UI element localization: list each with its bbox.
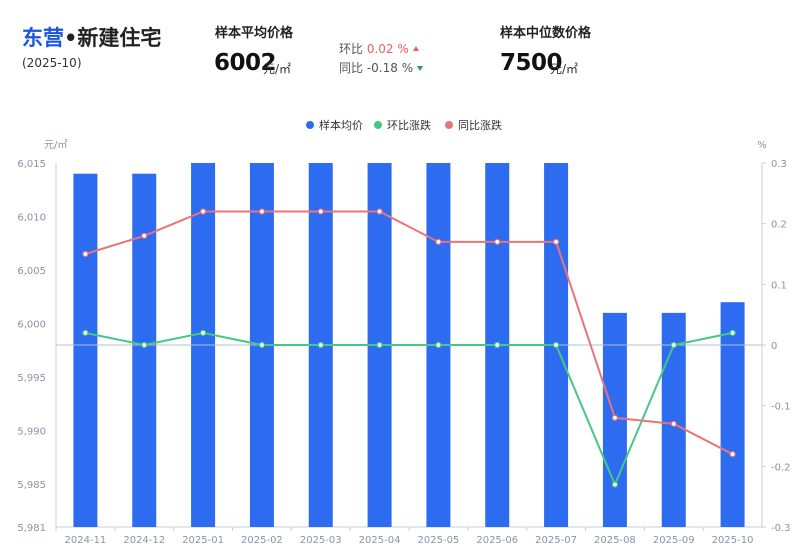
bar — [720, 302, 745, 527]
series-point-2 — [435, 238, 442, 245]
period: (2025-10) — [22, 56, 82, 70]
series-point-1 — [670, 341, 677, 349]
city-name: 东营 — [22, 26, 64, 50]
left-axis-unit: 元/㎡ — [44, 139, 67, 151]
left-tick-label: 5,995 — [17, 373, 46, 384]
series-point-1 — [494, 341, 501, 349]
x-tick-label: 2024-12 — [123, 535, 165, 546]
right-axis-unit: % — [757, 140, 767, 151]
mom-change: 环比 0.02 % — [339, 40, 419, 57]
down-arrow-icon — [417, 66, 424, 71]
legend-marker-2 — [374, 121, 382, 129]
left-tick-label: 6,000 — [17, 320, 46, 331]
series-point-2 — [611, 414, 619, 421]
left-tick-label: 5,985 — [17, 480, 46, 491]
series-point-1 — [141, 341, 148, 349]
x-tick-label: 2025-02 — [241, 535, 283, 546]
series-point-2 — [670, 420, 677, 427]
series-point-2 — [376, 208, 383, 215]
left-tick-label: 5,990 — [17, 427, 46, 438]
avg-price-label: 样本平均价格 — [215, 26, 294, 41]
right-tick-label: 0 — [771, 341, 777, 352]
right-tick-label: -0.2 — [771, 462, 791, 473]
x-tick-label: 2025-04 — [359, 535, 401, 546]
legend-marker-3 — [445, 121, 453, 129]
x-tick-label: 2025-07 — [535, 535, 577, 546]
series-point-2 — [141, 232, 148, 239]
yoy-value: -0.18 % — [366, 61, 414, 75]
series-point-1 — [376, 341, 383, 349]
series-point-1 — [435, 341, 442, 349]
series-point-1 — [199, 329, 207, 336]
series-line-1 — [85, 331, 733, 488]
right-tick-label: 0.3 — [771, 159, 787, 170]
legend-label-3: 同比涨跌 — [458, 118, 502, 132]
series-line-2 — [85, 210, 734, 456]
title-rest: •新建住宅 — [64, 26, 162, 50]
right-tick-label: 0.1 — [771, 280, 787, 291]
right-tick-label: -0.3 — [771, 523, 791, 534]
series-point-1 — [258, 341, 266, 349]
legend-label-1: 样本均价 — [319, 118, 363, 132]
avg-price-unit: 元/㎡ — [263, 62, 292, 76]
x-tick-label: 2025-05 — [418, 535, 460, 546]
x-tick-label: 2025-10 — [712, 535, 754, 546]
x-tick-label: 2025-01 — [182, 535, 224, 546]
mom-label: 环比 — [339, 42, 364, 56]
bar — [661, 312, 686, 527]
series-point-2 — [199, 208, 207, 215]
x-tick-label: 2025-03 — [300, 535, 342, 546]
series-point-2 — [317, 208, 324, 215]
right-tick-label: -0.1 — [771, 402, 791, 413]
right-tick-label: 0.2 — [771, 220, 787, 231]
x-tick-label: 2025-08 — [594, 535, 636, 546]
yoy-change: 同比 -0.18 % — [339, 59, 424, 76]
series-point-1 — [82, 329, 89, 336]
left-tick-label: 6,015 — [17, 159, 46, 170]
left-tick-label: 6,010 — [17, 213, 46, 224]
series-point-1 — [552, 341, 560, 349]
series-point-2 — [552, 238, 560, 245]
legend-label-2: 环比涨跌 — [387, 118, 431, 132]
median-price-value: 7500 — [500, 50, 563, 76]
median-price-label: 样本中位数价格 — [500, 26, 592, 41]
page-title: 东营•新建住宅 — [22, 22, 161, 52]
series-point-2 — [494, 238, 501, 245]
x-tick-label: 2024-11 — [65, 535, 107, 546]
yoy-label: 同比 — [339, 61, 364, 75]
left-tick-label: 5,981 — [17, 523, 46, 534]
up-arrow-icon — [412, 46, 419, 51]
series-point-2 — [258, 208, 266, 215]
x-tick-label: 2025-06 — [476, 535, 518, 546]
series-point-1 — [317, 341, 324, 349]
series-point-2 — [729, 451, 736, 458]
mom-value: 0.02 % — [366, 42, 409, 56]
series-point-1 — [611, 481, 619, 488]
left-tick-label: 6,005 — [17, 266, 46, 277]
median-price-unit: 元/㎡ — [550, 62, 579, 76]
bar — [132, 173, 157, 528]
series-point-1 — [729, 329, 736, 336]
bar — [73, 173, 98, 528]
x-tick-label: 2025-09 — [653, 535, 695, 546]
series-point-2 — [82, 250, 89, 258]
legend-marker-1 — [306, 121, 314, 129]
avg-price-value: 6002 — [214, 50, 277, 76]
